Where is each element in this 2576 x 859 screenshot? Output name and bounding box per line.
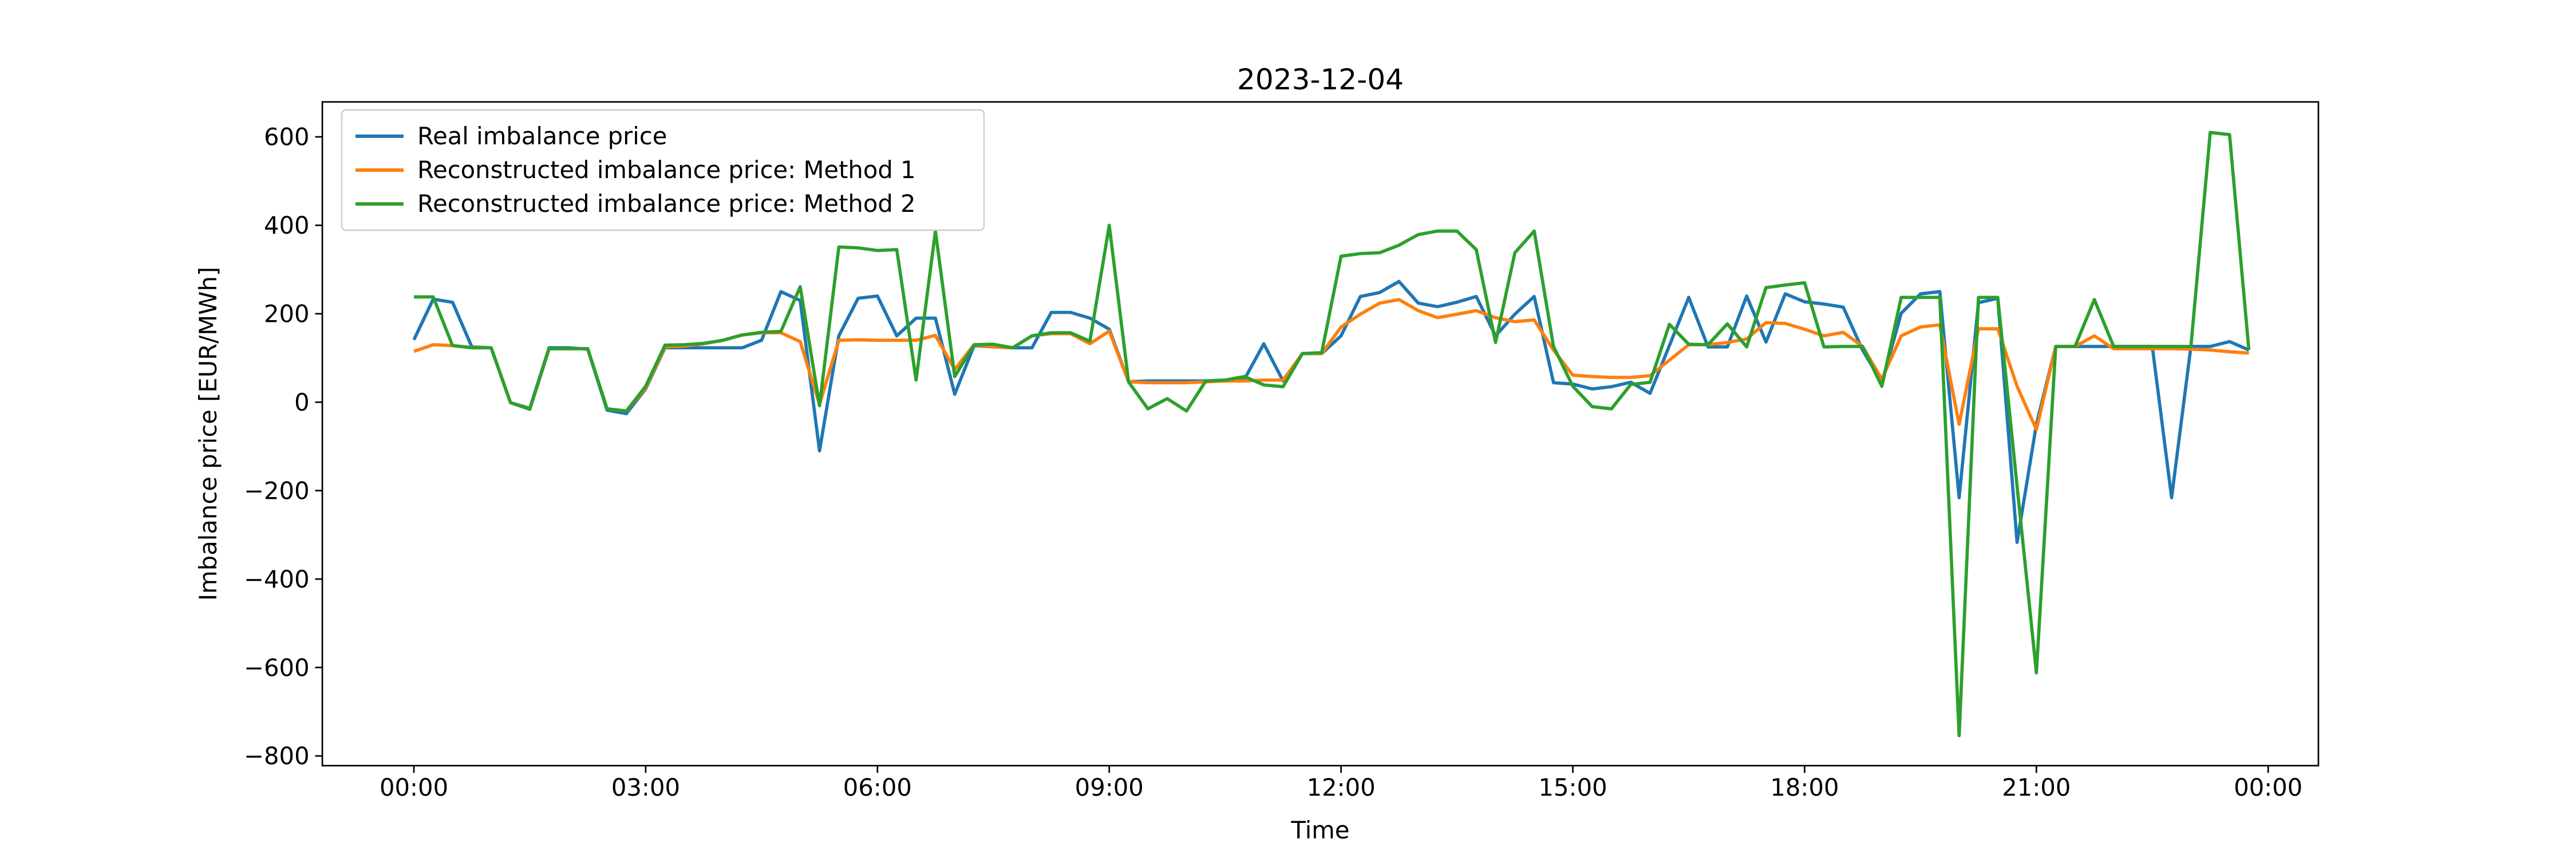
- x-tick-label: 21:00: [2002, 774, 2071, 802]
- y-tick-label: 200: [264, 300, 310, 328]
- x-tick-label: 15:00: [1538, 774, 1607, 802]
- chart-title: 2023-12-04: [1237, 62, 1404, 96]
- y-axis-label: Imbalance price [EUR/MWh]: [194, 267, 222, 601]
- y-tick-label: −600: [244, 653, 310, 681]
- x-tick-label: 12:00: [1307, 774, 1376, 802]
- y-tick-label: 600: [264, 123, 310, 151]
- legend-label-reconstructed-method-1: Reconstructed imbalance price: Method 1: [417, 156, 916, 184]
- x-tick-label: 18:00: [1770, 774, 1839, 802]
- legend-box: [341, 109, 985, 231]
- y-tick-label: −400: [244, 565, 310, 593]
- y-tick-label: 0: [294, 388, 310, 416]
- x-tick-label: 00:00: [2234, 774, 2302, 802]
- x-tick-label: 06:00: [843, 774, 912, 802]
- x-tick-label: 09:00: [1075, 774, 1144, 802]
- legend-label-reconstructed-method-2: Reconstructed imbalance price: Method 2: [417, 190, 916, 218]
- y-tick-label: −200: [244, 476, 310, 505]
- y-tick-label: −800: [244, 742, 310, 770]
- legend: Real imbalance price Reconstructed imbal…: [341, 109, 985, 231]
- x-tick-label: 00:00: [380, 774, 448, 802]
- x-axis-label: Time: [1291, 816, 1350, 844]
- series-line-real-imbalance-price: [412, 279, 2250, 544]
- y-tick-label: 400: [264, 211, 310, 239]
- legend-label-real-imbalance-price: Real imbalance price: [417, 122, 667, 150]
- x-tick-label: 03:00: [611, 774, 680, 802]
- series-line-reconstructed-imbalance-price-method-2: [414, 131, 2251, 738]
